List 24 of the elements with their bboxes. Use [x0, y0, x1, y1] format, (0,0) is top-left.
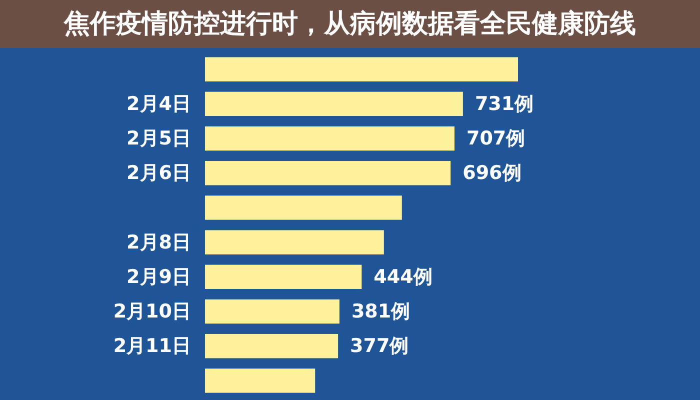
y-tick-label: 2月10日 [113, 300, 191, 322]
bar [205, 334, 338, 358]
data-label: 377例 [350, 335, 409, 358]
data-label: 731例 [474, 92, 534, 115]
bar [205, 299, 340, 324]
y-tick-label: 2月5日 [126, 128, 191, 150]
y-tick-label: 2月8日 [126, 231, 191, 254]
bar [205, 92, 463, 116]
data-label: 696例 [462, 162, 522, 184]
y-tick-label: 2月11日 [113, 335, 191, 358]
bar [205, 57, 518, 82]
data-label: 444例 [374, 266, 432, 288]
y-tick-label: 2月6日 [126, 162, 191, 184]
y-tick-label: 2月9日 [126, 266, 191, 288]
bar [205, 368, 316, 393]
bar [205, 230, 384, 254]
bar [205, 126, 454, 151]
data-label: 381例 [351, 300, 410, 322]
bar [205, 160, 451, 186]
bar [205, 264, 362, 290]
data-label: 707例 [466, 128, 526, 150]
y-tick-label: 2月4日 [126, 92, 191, 115]
chart-title: 焦作疫情防控进行时，从病例数据看全民健康防线 [63, 9, 636, 39]
bar [205, 196, 402, 220]
